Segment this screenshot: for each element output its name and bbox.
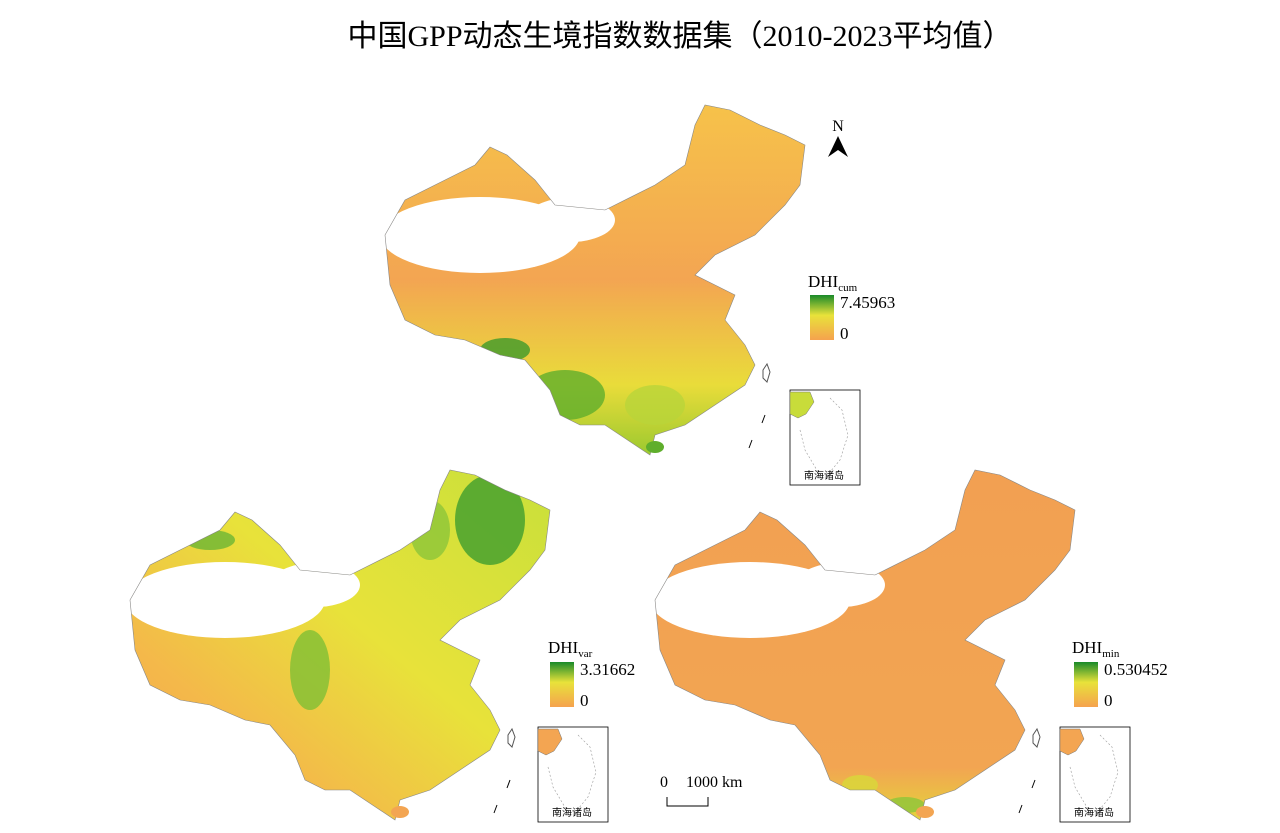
legend-name: DHI (548, 638, 579, 657)
south-sea-inset: 南海诸岛 (789, 389, 861, 486)
legend-max: 0.530452 (1104, 660, 1168, 679)
scale-end: 1000 km (686, 774, 743, 791)
inset-coast (1059, 728, 1085, 756)
vegetation-patch (185, 530, 235, 550)
legend-title: DHIcum (808, 272, 858, 294)
island-mark (748, 439, 753, 449)
vegetation-patch (480, 338, 530, 362)
inset-line (1069, 734, 1119, 816)
china-map (384, 104, 806, 456)
inset-line (799, 397, 849, 479)
legend-min: 0 (580, 691, 589, 710)
scale-start: 0 (660, 774, 668, 791)
island-mark (506, 779, 511, 789)
south-sea-inset: 南海诸岛 (537, 726, 609, 823)
china-map (654, 469, 1076, 821)
legend-min: 0 (1104, 691, 1113, 710)
scale-bar: 0 1000 km (660, 774, 743, 807)
map-fill (655, 470, 1075, 820)
desert-area (525, 198, 615, 242)
legend-subscript: var (578, 648, 592, 660)
legend-title: DHImin (1072, 638, 1120, 660)
inset-coast (789, 391, 815, 419)
hainan (391, 806, 409, 818)
inset-line (547, 734, 597, 816)
hainan (646, 441, 664, 453)
legend-title: DHIvar (548, 638, 593, 660)
vegetation-patch (525, 370, 605, 420)
island-mark (493, 804, 498, 814)
island-mark (1018, 804, 1023, 814)
island-mark (761, 414, 766, 424)
legend-name: DHI (808, 272, 839, 291)
vegetation-patch (455, 475, 525, 565)
china-map (129, 469, 551, 821)
vegetation-patch (625, 385, 685, 425)
north-arrow: N (828, 118, 848, 157)
color-bar (550, 662, 574, 707)
south-sea-inset: 南海诸岛 (1059, 726, 1131, 823)
legend-min: 0 (840, 324, 849, 343)
inset-label: 南海诸岛 (552, 806, 592, 819)
legend-name: DHI (1072, 638, 1103, 657)
taiwan (762, 362, 771, 383)
vegetation-patch (842, 775, 878, 795)
taiwan (507, 727, 516, 748)
north-label: N (832, 118, 844, 135)
legend-subscript: min (1102, 648, 1120, 660)
inset-label: 南海诸岛 (804, 469, 844, 482)
color-bar (810, 295, 834, 340)
color-bar (1074, 662, 1098, 707)
desert-area (795, 563, 885, 607)
island-mark (1031, 779, 1036, 789)
desert-area (270, 563, 360, 607)
inset-coast (537, 728, 563, 756)
inset-label: 南海诸岛 (1074, 806, 1114, 819)
hainan (916, 806, 934, 818)
taiwan (1032, 727, 1041, 748)
legend-max: 3.31662 (580, 660, 635, 679)
title: 中国GPP动态生境指数数据集（2010-2023平均值） (347, 20, 1012, 53)
legend-max: 7.45963 (840, 293, 895, 312)
legend-subscript: cum (838, 282, 857, 294)
vegetation-patch (290, 630, 330, 710)
